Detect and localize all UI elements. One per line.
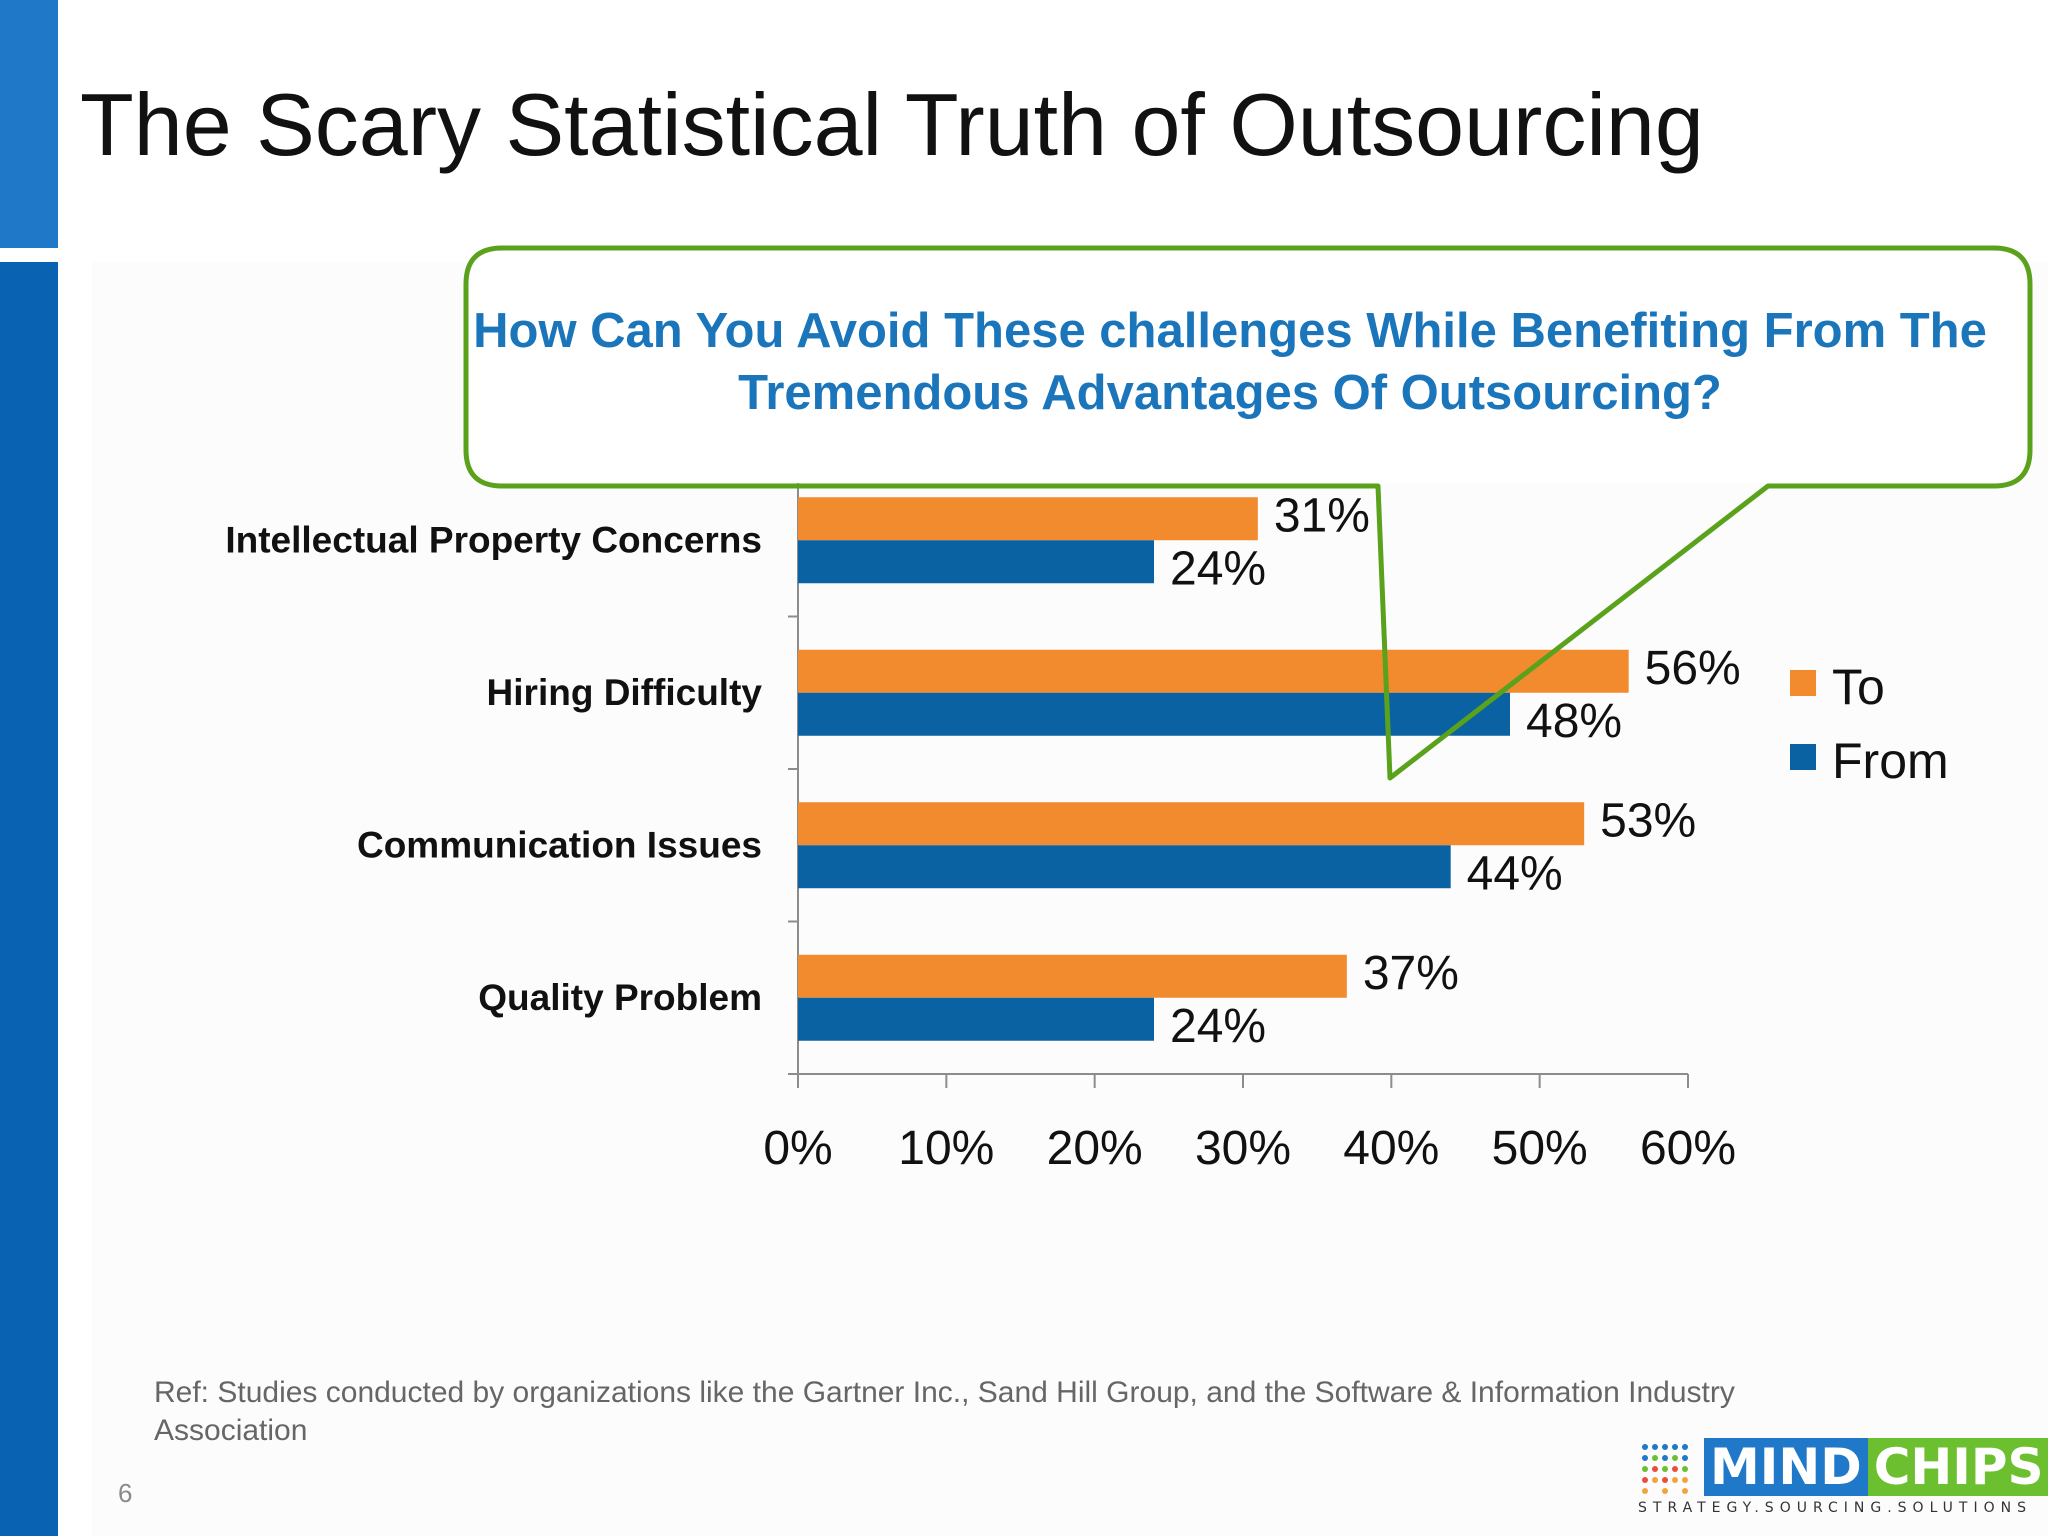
mindchips-logo: MIND CHIPS STRATEGY.SOURCING.SOLUTIONS	[1638, 1438, 2048, 1518]
reference-note: Ref: Studies conducted by organizations …	[154, 1376, 1735, 1447]
x-tick-label: 0%	[763, 1122, 832, 1175]
bar-from	[798, 692, 1510, 736]
bar-to	[798, 954, 1347, 998]
bar-to	[798, 497, 1258, 541]
side-accent-bar-bottom	[0, 262, 58, 1536]
callout-fill	[469, 251, 2027, 483]
x-tick-label: 20%	[1047, 1122, 1143, 1175]
data-label-from: 44%	[1467, 847, 1563, 900]
legend-swatch-to	[1790, 670, 1816, 696]
logo-tagline: STRATEGY.SOURCING.SOLUTIONS	[1638, 1500, 2032, 1516]
legend-swatch-from	[1790, 744, 1816, 770]
data-label-from: 48%	[1526, 695, 1622, 748]
callout-bubble	[463, 245, 2033, 781]
callout-text: How Can You Avoid These challenges While…	[473, 304, 1987, 420]
legend-label-to: To	[1832, 659, 1885, 715]
x-tick-label: 50%	[1492, 1122, 1588, 1175]
bar-from	[798, 540, 1154, 584]
category-label: Quality Problem	[478, 977, 762, 1018]
x-tick-label: 40%	[1343, 1122, 1439, 1175]
data-label-from: 24%	[1170, 542, 1266, 595]
bar-to	[798, 649, 1629, 693]
bar-from	[798, 845, 1451, 889]
data-label-to: 56%	[1645, 642, 1741, 695]
x-tick-label: 60%	[1640, 1122, 1736, 1175]
bar-from	[798, 997, 1154, 1041]
page-number: 6	[118, 1478, 133, 1508]
side-accent-bar-top	[0, 0, 58, 248]
data-label-to: 31%	[1274, 489, 1370, 542]
bar-to	[798, 802, 1585, 846]
logo-wordmark: MIND CHIPS	[1704, 1438, 2048, 1496]
category-label: Intellectual Property Concerns	[225, 519, 762, 560]
slide-title: The Scary Statistical Truth of Outsourci…	[80, 75, 1704, 174]
x-tick-label: 10%	[898, 1122, 994, 1175]
legend-label-from: From	[1832, 733, 1949, 789]
category-label: Hiring Difficulty	[487, 672, 763, 713]
logo-dots-icon	[1642, 1444, 1688, 1494]
category-label: Communication Issues	[357, 824, 762, 865]
data-label-to: 37%	[1363, 947, 1459, 1000]
data-label-to: 53%	[1600, 794, 1696, 847]
data-label-from: 24%	[1170, 1000, 1266, 1053]
x-tick-label: 30%	[1195, 1122, 1291, 1175]
